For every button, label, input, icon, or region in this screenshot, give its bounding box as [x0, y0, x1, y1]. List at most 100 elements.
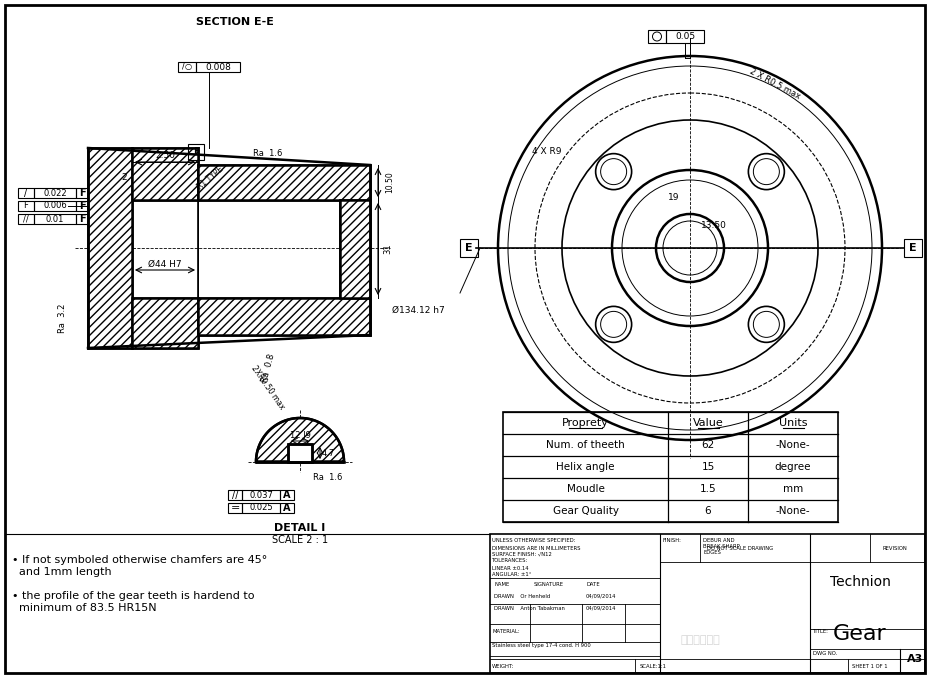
Text: ANGULAR: ±1°: ANGULAR: ±1°	[492, 572, 531, 576]
Bar	[280, 490, 294, 500]
Text: Helix angle: Helix angle	[556, 462, 615, 472]
Bar	[228, 503, 242, 513]
Bar	[242, 503, 280, 513]
Text: DWG NO.: DWG NO.	[813, 651, 837, 656]
Text: 4 X R9: 4 X R9	[532, 148, 562, 157]
Text: 04/09/2014: 04/09/2014	[586, 605, 617, 610]
Text: F: F	[79, 188, 86, 198]
Text: 4.7: 4.7	[322, 449, 335, 458]
Bar	[88, 148, 132, 348]
Text: • the profile of the gear teeth is hardend to
  minimum of 83.5 HR15N: • the profile of the gear teeth is harde…	[12, 591, 255, 613]
Text: BREAK SHARP: BREAK SHARP	[703, 544, 739, 549]
Bar	[904, 239, 922, 257]
Bar	[188, 144, 204, 160]
Polygon shape	[132, 298, 198, 348]
Text: DO NOT SCALE DRAWING: DO NOT SCALE DRAWING	[707, 546, 773, 551]
Text: 62: 62	[701, 440, 714, 450]
Bar	[132, 200, 198, 298]
Text: 0.037: 0.037	[249, 490, 272, 500]
Text: 19: 19	[669, 193, 680, 203]
Bar	[18, 201, 34, 211]
Text: 15: 15	[701, 462, 714, 472]
Text: Ra  1.6: Ra 1.6	[253, 148, 283, 157]
Text: 0.025: 0.025	[249, 504, 272, 513]
Text: SURFACE FINISH: √N12: SURFACE FINISH: √N12	[492, 551, 551, 557]
Text: DRAWN    Anton Tabakman: DRAWN Anton Tabakman	[494, 605, 565, 610]
Text: 2: 2	[121, 174, 126, 182]
Text: Units: Units	[778, 418, 807, 428]
Text: E: E	[910, 243, 917, 253]
Bar	[76, 188, 88, 198]
Text: SCALE 2 : 1: SCALE 2 : 1	[272, 535, 328, 545]
Bar	[18, 214, 34, 224]
Bar	[242, 490, 280, 500]
Text: FINISH:: FINISH:	[662, 538, 681, 544]
Text: //: //	[232, 490, 238, 500]
Bar	[76, 201, 88, 211]
Text: DEBUR AND: DEBUR AND	[703, 538, 735, 544]
Text: F: F	[23, 201, 29, 210]
Text: DETAIL I: DETAIL I	[274, 523, 325, 533]
Bar	[34, 188, 76, 198]
Polygon shape	[340, 200, 370, 298]
Text: NAME: NAME	[494, 582, 510, 586]
Text: 2 X R0.5 max: 2 X R0.5 max	[748, 67, 802, 101]
Text: 12 J9: 12 J9	[289, 431, 311, 439]
Text: Technion: Technion	[830, 575, 890, 589]
Text: 1.5: 1.5	[699, 484, 716, 494]
Text: 2.50: 2.50	[155, 151, 175, 159]
Text: 0.006: 0.006	[43, 201, 67, 210]
Text: -None-: -None-	[776, 440, 810, 450]
Text: • If not symboled otherwise chamfers are 45°
  and 1mm length: • If not symboled otherwise chamfers are…	[12, 555, 267, 576]
Text: =: =	[231, 503, 240, 513]
Text: //: //	[23, 214, 29, 224]
Text: Ra  3.2: Ra 3.2	[58, 303, 67, 333]
Text: REVISION: REVISION	[883, 546, 908, 551]
Text: 0.05: 0.05	[675, 32, 695, 41]
Bar	[288, 444, 312, 462]
Text: SHEET 1 OF 1: SHEET 1 OF 1	[852, 664, 887, 669]
Text: SIGNATURE: SIGNATURE	[534, 582, 564, 586]
Bar	[340, 200, 370, 298]
Bar	[228, 490, 242, 500]
Text: R1 TYPE: R1 TYPE	[195, 165, 225, 191]
Text: TITLE:: TITLE:	[813, 629, 829, 634]
Text: /: /	[24, 188, 28, 198]
Text: 13.50: 13.50	[701, 222, 727, 231]
Text: Stainless steel type 17-4 cond. H 900: Stainless steel type 17-4 cond. H 900	[492, 643, 591, 647]
Text: mm: mm	[783, 484, 804, 494]
Bar	[34, 201, 76, 211]
Text: LINEAR ±0.14: LINEAR ±0.14	[492, 565, 528, 570]
Bar	[460, 239, 478, 257]
Text: Ra  1.6: Ra 1.6	[313, 473, 342, 483]
Text: DIMENSIONS ARE IN MILLIMETERS: DIMENSIONS ARE IN MILLIMETERS	[492, 546, 580, 551]
Text: MATERIAL:: MATERIAL:	[492, 629, 520, 634]
Bar	[503, 412, 838, 522]
Text: 04/09/2014: 04/09/2014	[586, 593, 617, 599]
Bar	[196, 62, 240, 72]
Text: 10.50: 10.50	[386, 172, 394, 193]
Bar	[198, 165, 370, 200]
Bar	[76, 214, 88, 224]
Bar	[18, 188, 34, 198]
Text: Moudle: Moudle	[566, 484, 604, 494]
Bar	[490, 534, 925, 673]
Text: degree: degree	[775, 462, 811, 472]
Polygon shape	[198, 298, 370, 335]
Bar	[34, 214, 76, 224]
Text: TOLERANCES:: TOLERANCES:	[492, 559, 528, 563]
Bar	[288, 444, 312, 462]
Text: Gear: Gear	[833, 624, 887, 644]
Text: Gear Quality: Gear Quality	[552, 506, 618, 516]
Text: 一机械图纸网: 一机械图纸网	[680, 635, 720, 645]
Text: SECTION E-E: SECTION E-E	[196, 17, 274, 27]
Bar	[198, 298, 370, 335]
Text: Num. of theeth: Num. of theeth	[546, 440, 625, 450]
Bar	[648, 30, 666, 43]
Text: A3: A3	[907, 654, 923, 664]
Text: F: F	[79, 214, 86, 224]
Polygon shape	[256, 418, 344, 462]
Text: Ø44 H7: Ø44 H7	[148, 260, 181, 268]
Text: SCALE:1:1: SCALE:1:1	[640, 664, 667, 669]
Bar	[280, 503, 294, 513]
